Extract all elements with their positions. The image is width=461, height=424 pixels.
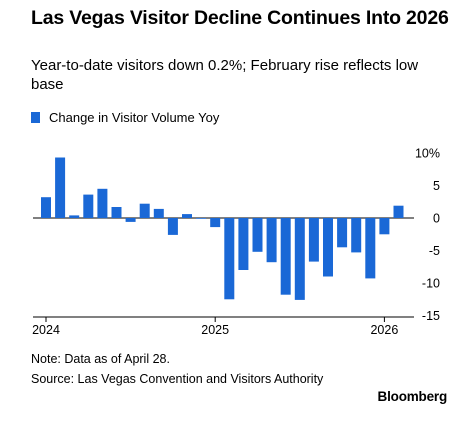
bar-23	[351, 218, 362, 253]
bar-21	[323, 218, 333, 277]
source-note: Source: Las Vegas Convention and Visitor…	[31, 372, 324, 386]
y-tick-label: 10%	[415, 147, 440, 161]
bar-22	[337, 218, 348, 248]
bar-24	[365, 218, 376, 279]
footnote: Note: Data as of April 28.	[31, 352, 170, 366]
bar-13	[210, 218, 221, 228]
x-tick-label: 2024	[32, 323, 60, 337]
x-tick-label: 2025	[201, 323, 229, 337]
bar-7	[125, 218, 136, 222]
y-tick-label: 5	[433, 179, 440, 193]
bar-20	[308, 218, 319, 262]
bar-6	[111, 207, 122, 218]
legend: Change in Visitor Volume Yoy	[31, 108, 219, 126]
y-tick-label: -5	[429, 244, 440, 258]
y-tick-label: -15	[422, 309, 440, 323]
bar-17	[266, 218, 277, 263]
bar-2	[55, 157, 66, 218]
bar-16	[252, 218, 263, 252]
bar-8	[139, 203, 150, 218]
bar-26	[393, 205, 404, 218]
bar-5	[97, 188, 108, 219]
brand-logo: Bloomberg	[377, 389, 448, 404]
bar-chart: 10% 5 0 -5 -10 -15 2024 2025 2026	[32, 147, 440, 338]
bar-9	[153, 208, 164, 218]
bar-1	[41, 197, 51, 218]
legend-label: Change in Visitor Volume Yoy	[49, 109, 220, 125]
x-tick-label: 2026	[370, 323, 398, 337]
bar-3	[69, 215, 80, 218]
bar-18	[280, 218, 291, 295]
bar-19	[294, 218, 305, 300]
y-tick-label: -10	[422, 277, 440, 291]
bar-14	[224, 218, 235, 300]
bar-25	[379, 218, 390, 235]
legend-swatch	[31, 111, 40, 123]
y-tick-label: 0	[433, 212, 440, 226]
chart-subtitle: Year-to-date visitors down 0.2%; Februar…	[31, 57, 419, 93]
bar-10	[167, 218, 178, 235]
chart-title: Las Vegas Visitor Decline Continues Into…	[31, 7, 449, 29]
bar-12	[196, 218, 207, 219]
bar-4	[83, 194, 94, 218]
bar-11	[182, 214, 192, 218]
bar-15	[238, 218, 249, 270]
